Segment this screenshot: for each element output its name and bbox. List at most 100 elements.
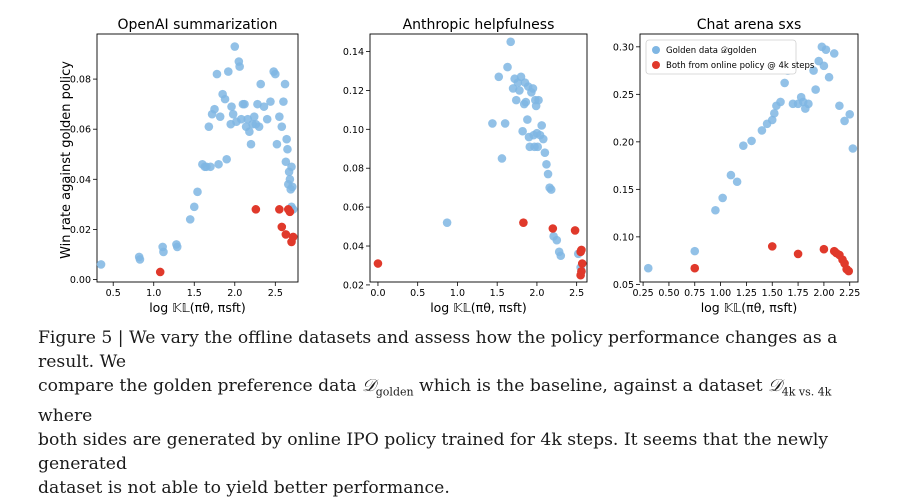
golden-data-point	[245, 127, 254, 136]
golden-data-point	[228, 109, 238, 119]
golden-data-point	[511, 95, 521, 105]
y-tick-label: 0.06	[70, 125, 91, 136]
panel-title: Anthropic helpfulness	[403, 17, 555, 33]
golden-data-point	[287, 162, 296, 172]
y-tick-label: 0.12	[343, 86, 364, 97]
x-tick-label: 1.25	[736, 288, 757, 299]
y-tick-label: 0.10	[613, 232, 634, 243]
golden-data-point	[821, 45, 831, 54]
golden-data-point	[272, 139, 282, 149]
golden-data-point	[256, 79, 266, 89]
x-tick-label: 2.00	[813, 288, 834, 299]
golden-data-point	[845, 109, 855, 119]
golden-data-point	[282, 134, 291, 144]
golden-data-point	[262, 114, 272, 124]
golden-data-point	[770, 109, 779, 118]
x-tick-label: 1.00	[710, 288, 731, 299]
y-tick-label: 0.08	[70, 75, 91, 86]
golden-data-point	[185, 215, 195, 224]
plot-frame	[369, 33, 588, 283]
golden-data-point	[236, 114, 246, 124]
golden-data-point	[214, 159, 223, 169]
figure-panels: Win rate against golden policy OpenAI su…	[59, 17, 860, 315]
golden-data-point	[249, 112, 259, 121]
golden-data-point	[528, 84, 538, 93]
online-data-point	[373, 259, 383, 268]
plot-frame	[96, 33, 299, 283]
golden-data-point	[811, 85, 820, 94]
x-tick-label: 2.0	[227, 288, 242, 299]
online-data-point	[277, 222, 287, 232]
y-tick-label: 0.08	[343, 164, 364, 175]
golden-data-point	[506, 37, 515, 47]
online-data-point	[570, 226, 580, 235]
golden-data-point	[848, 144, 858, 153]
golden-data-point	[515, 86, 524, 95]
golden-data-point	[280, 79, 290, 89]
chart-panel-1: OpenAI summarization 0.5 1.0 1.5 2.0 2.5 0.00 0…	[70, 17, 299, 315]
x-axis-label: log 𝕂𝕃(πθ, πsft)	[149, 300, 246, 315]
golden-data-point	[266, 97, 275, 106]
golden-data-point	[279, 97, 288, 106]
legend-box	[645, 39, 797, 75]
golden-data-point	[726, 170, 736, 180]
online-data-point	[251, 205, 261, 214]
golden-data-point	[246, 139, 256, 149]
caption-line-2: compare the golden preference data 𝒟gold…	[38, 374, 890, 428]
golden-data-point	[643, 263, 653, 273]
y-tick-label: 0.06	[343, 203, 364, 214]
y-tick-label: 0.14	[343, 47, 364, 58]
golden-data-point	[193, 187, 202, 197]
x-tick-label: 0.5	[106, 288, 121, 299]
golden-data-point	[204, 122, 214, 131]
chart-panel-2: Anthropic helpfulness 0.0 0.5 1.0 1.5 2.0 2.5 0…	[343, 17, 588, 315]
golden-data-point	[135, 255, 145, 264]
chart-panel-3: Chat arena sxs 0.25 0.50 0.75 1.00 1.25 1.50 1.…	[613, 17, 860, 315]
x-tick-label: 2.5	[268, 288, 283, 299]
caption-text-1: We vary the offline datasets and assess …	[38, 328, 838, 372]
x-tick-label: 1.0	[450, 288, 465, 299]
golden-data-point	[259, 102, 269, 111]
golden-data-point	[747, 136, 756, 146]
caption-text-2c: where	[38, 406, 93, 427]
golden-data-point	[497, 154, 507, 163]
online-data-point	[519, 218, 528, 227]
y-tick-label: 0.25	[613, 90, 634, 101]
shared-ylabel: Win rate against golden policy	[59, 61, 74, 259]
golden-data-point	[494, 72, 504, 82]
golden-data-point	[829, 49, 839, 58]
golden-data-point	[212, 69, 222, 79]
golden-data-point	[711, 205, 720, 215]
golden-data-point	[518, 126, 527, 136]
golden-data-point	[222, 154, 231, 164]
online-data-point	[576, 270, 585, 280]
caption-figure-label: Figure 5 |	[38, 328, 129, 348]
golden-data-point	[488, 119, 497, 128]
online-data-point	[281, 230, 291, 239]
online-data-point	[577, 259, 587, 268]
legend-label: Golden data 𝒟golden	[666, 46, 756, 56]
golden-data-point	[804, 99, 813, 109]
golden-data-point	[220, 94, 230, 104]
online-data-point	[577, 245, 586, 255]
golden-data-point	[210, 104, 219, 114]
y-tick-label: 0.00	[70, 275, 91, 286]
panel-title: Chat arena sxs	[697, 17, 802, 33]
golden-data-point	[840, 116, 849, 126]
golden-data-point	[809, 66, 818, 75]
online-data-point	[285, 207, 295, 217]
golden-data-point	[283, 144, 292, 154]
chart-panels: OpenAI summarization 0.5 1.0 1.5 2.0 2.5 0.00 0…	[70, 17, 860, 315]
golden-data-point	[285, 174, 295, 184]
golden-subscript: golden	[375, 385, 414, 399]
x-tick-label: 1.75	[787, 288, 808, 299]
golden-data-point	[776, 97, 785, 107]
golden-data-point	[288, 182, 297, 192]
caption-text-2b: which is the baseline, against a dataset	[413, 376, 769, 396]
golden-data-point	[523, 115, 532, 124]
caption-text-2a: compare the golden preference data	[38, 376, 363, 396]
golden-data-point	[690, 246, 700, 256]
x-tick-label: 2.0	[529, 288, 544, 299]
golden-data-point	[780, 78, 789, 88]
legend-golden-marker	[652, 46, 660, 54]
